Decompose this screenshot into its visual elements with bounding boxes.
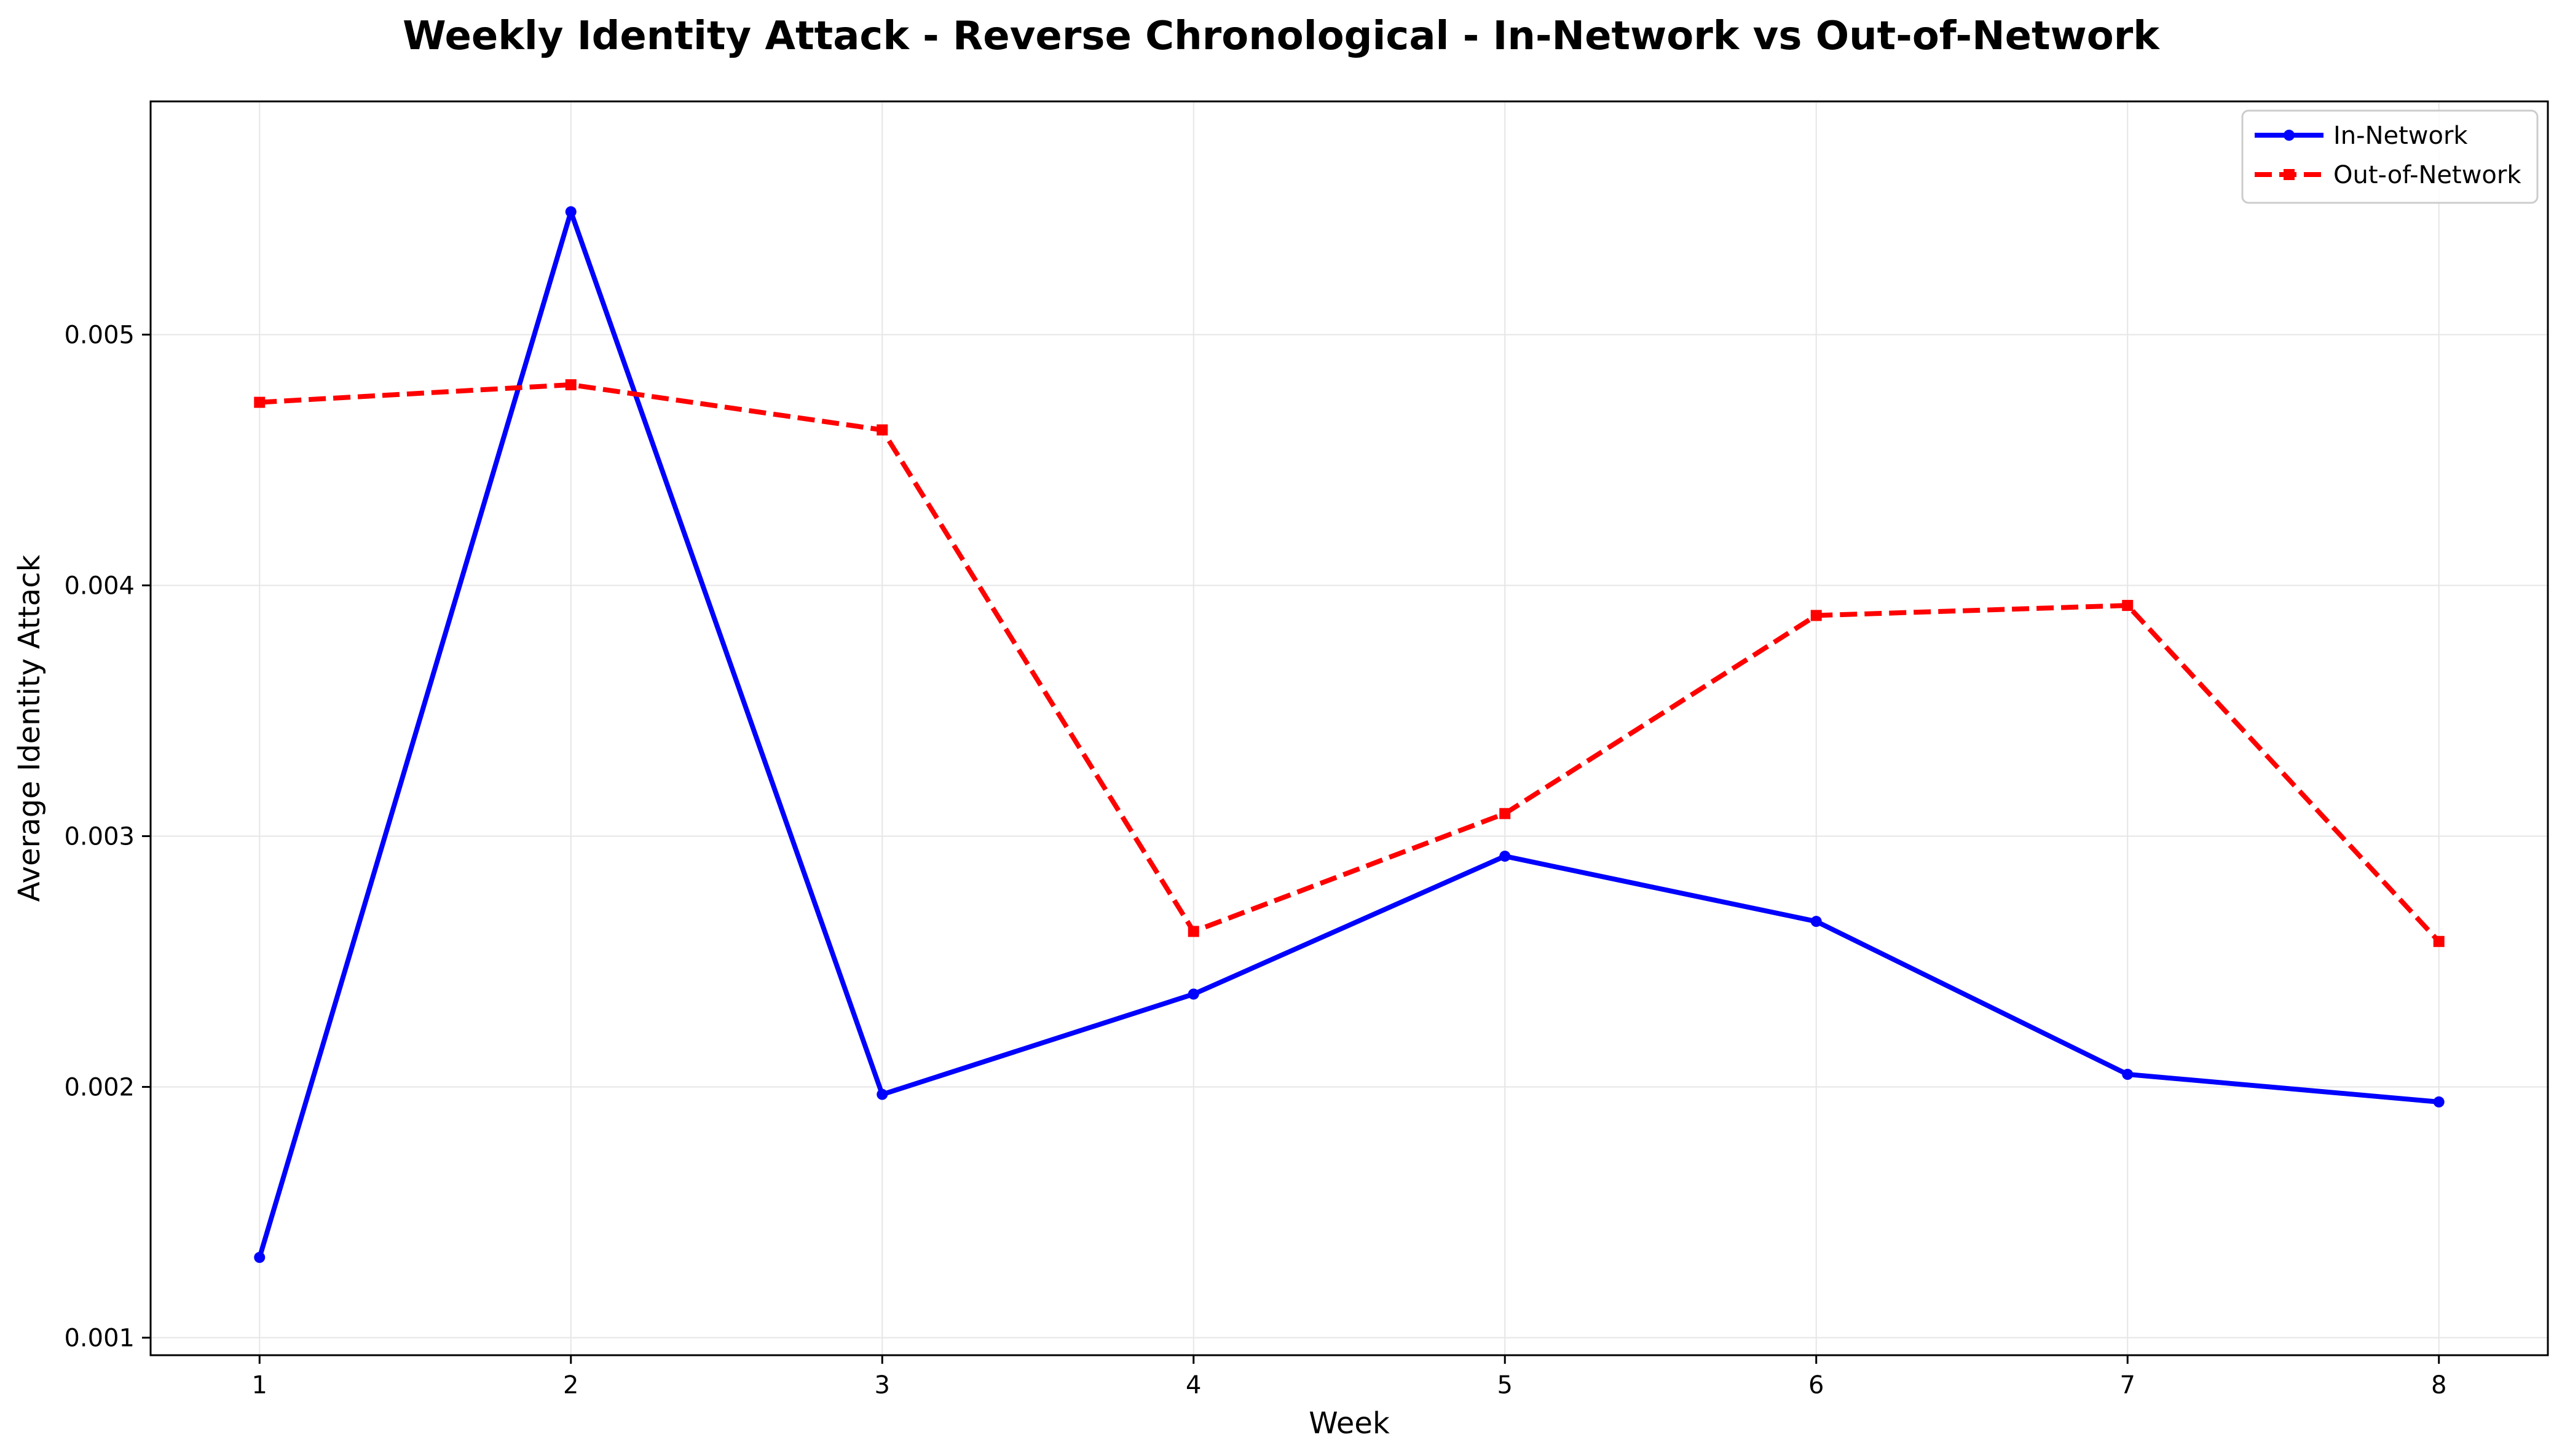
data-point-in-network [565, 206, 577, 218]
legend-marker-out-of-network [2284, 169, 2295, 180]
data-point-in-network [1810, 916, 1822, 927]
grid-lines [151, 101, 2548, 1355]
x-tick-label: 8 [2431, 1371, 2446, 1399]
data-point-in-network [1188, 988, 1199, 1000]
y-tick-label: 0.003 [64, 822, 135, 851]
x-tick-label: 5 [1497, 1371, 1513, 1399]
chart-title: Weekly Identity Attack - Reverse Chronol… [403, 14, 2160, 59]
x-tick-label: 4 [1186, 1371, 1201, 1399]
data-point-out-of-network [1810, 610, 1822, 621]
y-axis-label: Average Identity Attack [12, 554, 47, 902]
legend-label-in-network: In-Network [2333, 122, 2468, 150]
y-tick-label: 0.005 [64, 321, 135, 349]
x-tick-label: 1 [252, 1371, 267, 1399]
x-tick-label: 2 [563, 1371, 578, 1399]
x-tick-label: 6 [1808, 1371, 1824, 1399]
data-point-out-of-network [1499, 808, 1511, 819]
data-point-out-of-network [2122, 600, 2134, 612]
series-layer [254, 206, 2445, 1263]
x-tick-label: 3 [875, 1371, 890, 1399]
data-point-out-of-network [565, 379, 577, 391]
legend-label-out-of-network: Out-of-Network [2333, 161, 2521, 189]
plot-frame [149, 100, 2549, 1356]
y-tick-label: 0.004 [64, 572, 135, 600]
x-axis-label: Week [1309, 1406, 1390, 1441]
series-in-network [254, 206, 2445, 1263]
data-point-out-of-network [1188, 926, 1199, 937]
axis-ticks: 1 2 3 4 5 6 7 8 0.001 0.002 0.003 0.004 0.005 [64, 321, 2446, 1399]
y-tick-label: 0.001 [64, 1324, 135, 1352]
data-point-in-network [1499, 851, 1511, 862]
x-tick-label: 7 [2120, 1371, 2135, 1399]
data-point-out-of-network [254, 396, 266, 408]
data-point-in-network [2433, 1096, 2445, 1108]
series-line-in-network [257, 209, 2440, 1259]
data-point-in-network [2122, 1069, 2134, 1080]
legend-marker-in-network [2284, 130, 2295, 141]
series-out-of-network [254, 379, 2445, 947]
series-line-out-of-network [259, 382, 2441, 943]
y-tick-label: 0.002 [64, 1073, 135, 1101]
data-point-in-network [254, 1251, 266, 1263]
data-point-out-of-network [877, 424, 888, 436]
legend: In-Network Out-of-Network [2241, 109, 2539, 204]
data-point-out-of-network [2433, 935, 2445, 947]
data-point-in-network [877, 1088, 888, 1100]
